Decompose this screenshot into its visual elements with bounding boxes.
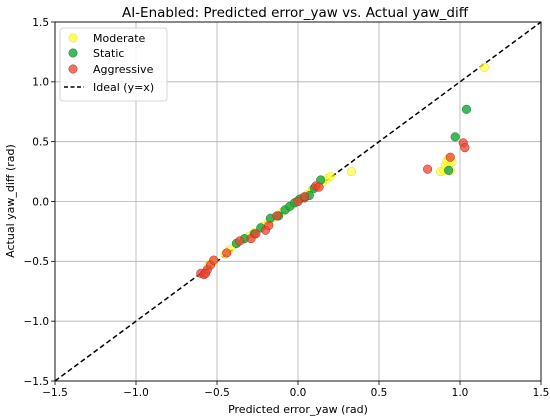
x-tick-label: −0.5 [204,387,230,399]
point-moderate [479,62,489,73]
y-tick-label: −0.5 [24,256,50,268]
y-axis-label: Actual yaw_diff (rad) [4,144,17,258]
point-aggressive [293,196,303,207]
data-points [196,62,489,280]
point-static [444,165,454,175]
x-tick-label: −1.5 [42,387,68,399]
x-tick-label: 1.0 [452,387,469,399]
x-tick-label: 0.0 [290,387,307,399]
chart-title: AI-Enabled: Predicted error_yaw vs. Actu… [122,5,469,21]
point-moderate [325,171,335,181]
legend-box [59,27,168,102]
y-tick-label: 0.5 [32,136,49,148]
point-aggressive [209,255,219,265]
y-tick-label: 0.0 [32,196,49,208]
point-aggressive [251,229,261,239]
point-aggressive [445,152,455,162]
point-aggressive [314,182,324,192]
point-aggressive [299,192,310,202]
legend-label-ideal: Ideal (y=x) [93,81,154,94]
point-aggressive [222,248,232,258]
legend-label-static: Static [93,47,124,60]
legend-marker-static [68,48,78,58]
point-static [461,104,472,114]
legend-label-moderate: Moderate [93,32,146,45]
x-tick-label: 1.5 [533,387,550,399]
series-aggressive [196,138,470,280]
point-static [450,132,460,142]
reference-line-group [54,21,542,382]
x-axis-ticks: −1.5 −1.0 −0.5 0.0 0.5 1.0 1.5 [42,381,549,399]
x-axis-label: Predicted error_yaw (rad) [228,403,368,416]
legend-marker-aggressive [68,64,78,74]
legend-marker-moderate [68,33,78,43]
ideal-reference-line [54,21,542,382]
legend: Moderate Static Aggressive Ideal (y=x) [59,27,168,102]
y-axis-ticks: −1.5 −1.0 −0.5 0.0 0.5 1.0 1.5 [24,17,55,388]
x-tick-label: 0.5 [371,387,388,399]
legend-label-aggressive: Aggressive [93,63,154,76]
point-aggressive [201,268,211,278]
point-aggressive [235,236,245,246]
point-aggressive [264,220,274,230]
point-aggressive [423,164,433,174]
y-tick-label: 1.0 [32,77,49,89]
y-tick-label: −1.0 [24,316,50,328]
point-aggressive [272,211,282,221]
y-tick-label: −1.5 [24,376,50,388]
y-tick-label: 1.5 [32,17,49,29]
point-aggressive [460,143,470,153]
x-tick-label: −1.0 [123,387,149,399]
point-moderate [346,167,357,177]
